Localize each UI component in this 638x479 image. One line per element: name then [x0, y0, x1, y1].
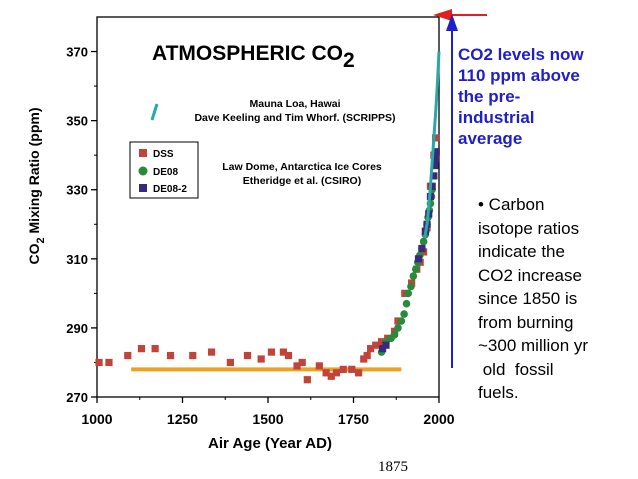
y-ticks: 270 290 310 330 350 370 — [66, 45, 97, 405]
legend-marker-dss — [139, 149, 147, 157]
legend-label-de08: DE08 — [153, 167, 178, 178]
y-tick-label: 310 — [66, 252, 88, 267]
point-de08-2 — [428, 182, 436, 190]
point-dss — [95, 358, 103, 367]
mauna-loa-line — [423, 51, 441, 239]
isotope-bullet: • Carbon isotope ratios indicate the CO2 in… — [478, 193, 636, 405]
y-axis-label: CO2 Mixing Ratio (ppm) — [26, 107, 47, 264]
point-dss — [315, 362, 323, 370]
point-de08-2 — [432, 148, 440, 156]
mauna-loa-label-1: Mauna Loa, Hawai — [249, 98, 340, 110]
point-dss — [207, 348, 216, 356]
point-dss — [363, 351, 371, 360]
x-tick-label: 1000 — [81, 411, 112, 427]
point-dss — [298, 358, 306, 367]
x-axis-label: Air Age (Year AD) — [208, 435, 332, 452]
bullet-line: indicate the — [478, 242, 565, 261]
point-de08 — [394, 324, 402, 332]
point-dss — [322, 369, 330, 377]
legend-label-de08-2: DE08-2 — [153, 184, 187, 195]
bullet-line: fuels. — [478, 383, 519, 402]
callout-line: CO2 levels now — [458, 45, 584, 64]
point-de08 — [419, 237, 428, 246]
point-dss — [226, 358, 234, 367]
point-dss — [348, 365, 356, 373]
x-tick-label: 1500 — [252, 411, 283, 427]
x-tick-label: 1750 — [338, 411, 369, 427]
point-dss — [151, 345, 159, 353]
point-de08 — [390, 331, 399, 339]
point-dss — [431, 134, 440, 142]
point-de08 — [397, 317, 406, 325]
point-dss — [189, 351, 197, 360]
mauna-loa-label-2: Dave Keeling and Tim Whorf. (SCRIPPS) — [194, 112, 395, 124]
bullet-line: old fossil — [478, 359, 554, 379]
point-dss — [339, 365, 347, 373]
y-tick-label: 270 — [66, 390, 88, 405]
bullet-line: from burning — [478, 312, 574, 332]
bullet-line: CO2 increase — [478, 265, 582, 285]
bullet-line: • Carbon — [478, 195, 545, 214]
footer-year: 1875 — [378, 459, 408, 475]
point-de08 — [402, 299, 411, 308]
red-arrow — [433, 9, 487, 21]
legend-marker-de08 — [138, 166, 148, 176]
point-dss — [124, 351, 132, 360]
point-dss — [303, 376, 311, 384]
point-de08 — [400, 310, 408, 318]
point-de08-2 — [418, 244, 426, 253]
point-de08-2 — [431, 155, 440, 163]
legend-label-dss: DSS — [153, 149, 174, 160]
x-ticks: 1000 1250 1500 1750 2000 — [81, 397, 455, 427]
y-tick-label: 370 — [66, 45, 88, 60]
data-points — [95, 134, 440, 384]
chart-title: ATMOSPHERIC CO2 — [152, 42, 355, 72]
point-dss — [166, 351, 175, 360]
callout-line: average — [458, 129, 523, 148]
bullet-line: isotope ratios — [478, 218, 580, 238]
callout-line: 110 ppm above — [458, 66, 580, 85]
co2-callout: CO2 levels now 110 ppm above the pre-indus… — [458, 44, 636, 149]
point-de08-2 — [431, 161, 439, 170]
point-dss — [293, 362, 301, 370]
point-dss — [279, 348, 287, 356]
y-tick-label: 330 — [66, 183, 88, 198]
x-tick-label: 1250 — [167, 411, 198, 427]
point-dss — [327, 372, 335, 380]
x-tick-label: 2000 — [423, 411, 454, 427]
bullet-line: ~300 million yr — [478, 336, 589, 355]
point-de08-2 — [430, 172, 438, 180]
point-dss — [243, 351, 252, 360]
callout-line: the pre- — [458, 87, 521, 106]
legend: DSS DE08 DE08-2 — [129, 141, 199, 199]
blue-arrow — [446, 14, 458, 368]
law-dome-label-1: Law Dome, Antarctica Ice Cores — [222, 161, 382, 173]
point-dss — [257, 355, 265, 363]
mauna-loa-marker — [150, 103, 159, 121]
point-dss — [367, 345, 375, 353]
point-dss — [355, 369, 363, 377]
point-dss — [105, 358, 113, 367]
point-de08 — [404, 289, 413, 298]
bullet-line: since 1850 is — [478, 289, 578, 308]
point-dss — [377, 338, 386, 346]
point-de08 — [411, 265, 420, 273]
point-dss — [332, 369, 340, 377]
point-de08 — [407, 282, 415, 291]
point-dss — [267, 348, 276, 356]
callout-line: industrial — [458, 108, 535, 127]
point-dss — [372, 341, 380, 349]
y-tick-label: 290 — [66, 321, 88, 336]
point-de08-2 — [382, 341, 390, 349]
legend-marker-de08-2 — [139, 184, 147, 192]
point-dss — [284, 351, 293, 360]
point-de08-2 — [414, 255, 423, 263]
point-dss — [137, 345, 146, 353]
point-de08 — [409, 272, 418, 280]
y-tick-label: 350 — [66, 114, 88, 129]
law-dome-label-2: Etheridge et al. (CSIRO) — [243, 175, 361, 187]
